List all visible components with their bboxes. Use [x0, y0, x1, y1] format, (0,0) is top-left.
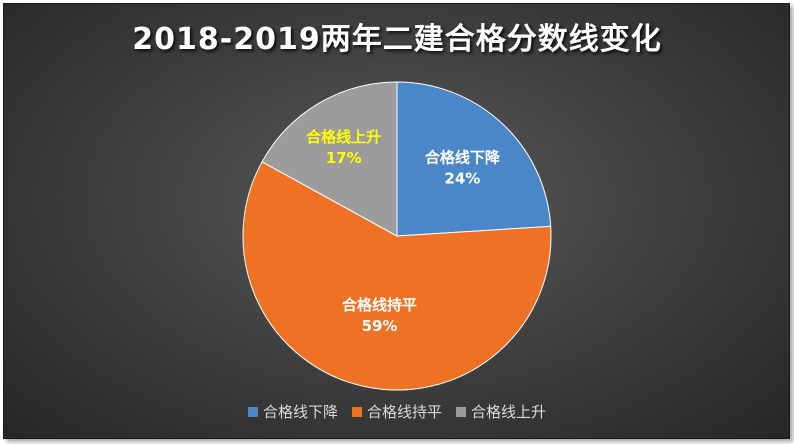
legend-swatch: [247, 406, 258, 417]
pie-slice: [242, 161, 552, 391]
pie-slice: [396, 81, 552, 237]
legend-label: 合格线上升: [471, 403, 547, 421]
legend-item: 合格线上升: [456, 401, 546, 422]
slice-value-label: 24%: [444, 169, 480, 187]
chart-title: 2018-2019两年二建合格分数线变化: [132, 22, 662, 57]
legend: 合格线下降 合格线持平 合格线上升: [0, 401, 794, 422]
legend-swatch: [456, 406, 466, 417]
slice-category-label: 合格线上升: [305, 128, 381, 146]
slice-value-label: 17%: [326, 149, 362, 167]
legend-item: 合格线持平: [351, 401, 442, 422]
pie-slice: [261, 81, 398, 237]
slice-category-label: 合格线持平: [341, 296, 417, 314]
legend-item: 合格线下降: [247, 401, 338, 422]
legend-swatch: [351, 406, 362, 417]
slice-category-label: 合格线下降: [424, 148, 501, 166]
legend-label: 合格线持平: [366, 403, 442, 421]
slice-value-label: 59%: [362, 317, 398, 335]
legend-label: 合格线下降: [262, 403, 338, 421]
